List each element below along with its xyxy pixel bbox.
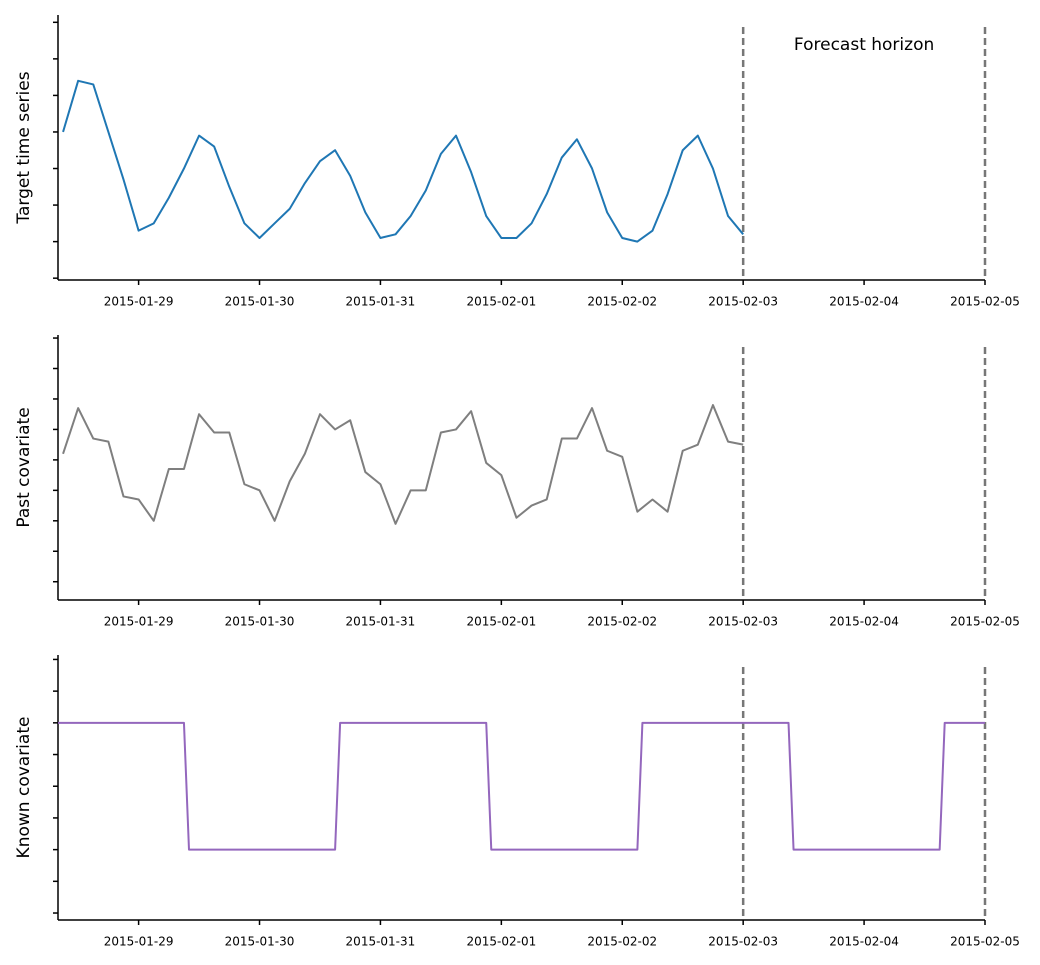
x-tick-label: 2015-02-03 [708,615,778,629]
x-tick-label: 2015-01-30 [225,935,295,949]
x-tick-label: 2015-02-02 [587,935,657,949]
data-line [58,721,985,851]
x-tick-label: 2015-02-05 [950,295,1020,309]
data-line [62,404,744,525]
x-tick-label: 2015-02-01 [466,935,536,949]
annotation: Forecast horizon [794,35,934,55]
x-tick-label: 2015-01-31 [346,615,416,629]
x-tick-label: 2015-02-03 [708,295,778,309]
x-tick-label: 2015-01-29 [104,615,174,629]
x-tick-label: 2015-02-02 [587,615,657,629]
x-tick-label: 2015-02-02 [587,295,657,309]
y-axis-label: Target time series [14,71,34,224]
y-axis-label: Known covariate [14,717,34,859]
panel: 2015-01-29 2015-01-30 2015-01-31 2015-02-01… [14,15,1020,309]
x-tick-label: 2015-02-04 [829,935,899,949]
x-tick-label: 2015-02-01 [466,615,536,629]
y-axis-label: Past covariate [14,407,34,527]
x-tick-label: 2015-02-04 [829,615,899,629]
x-tick-label: 2015-01-29 [104,295,174,309]
panel: 2015-01-29 2015-01-30 2015-01-31 2015-02-01… [14,655,1020,949]
x-tick-label: 2015-01-30 [225,615,295,629]
x-tick-label: 2015-01-30 [225,295,295,309]
x-tick-label: 2015-01-29 [104,935,174,949]
x-tick-label: 2015-02-04 [829,295,899,309]
x-tick-label: 2015-02-05 [950,935,1020,949]
data-line [62,79,744,243]
panel: 2015-01-29 2015-01-30 2015-01-31 2015-02-01… [14,335,1020,629]
x-tick-label: 2015-01-31 [346,295,416,309]
x-tick-label: 2015-01-31 [346,935,416,949]
x-tick-label: 2015-02-05 [950,615,1020,629]
x-tick-label: 2015-02-03 [708,935,778,949]
x-tick-label: 2015-02-01 [466,295,536,309]
